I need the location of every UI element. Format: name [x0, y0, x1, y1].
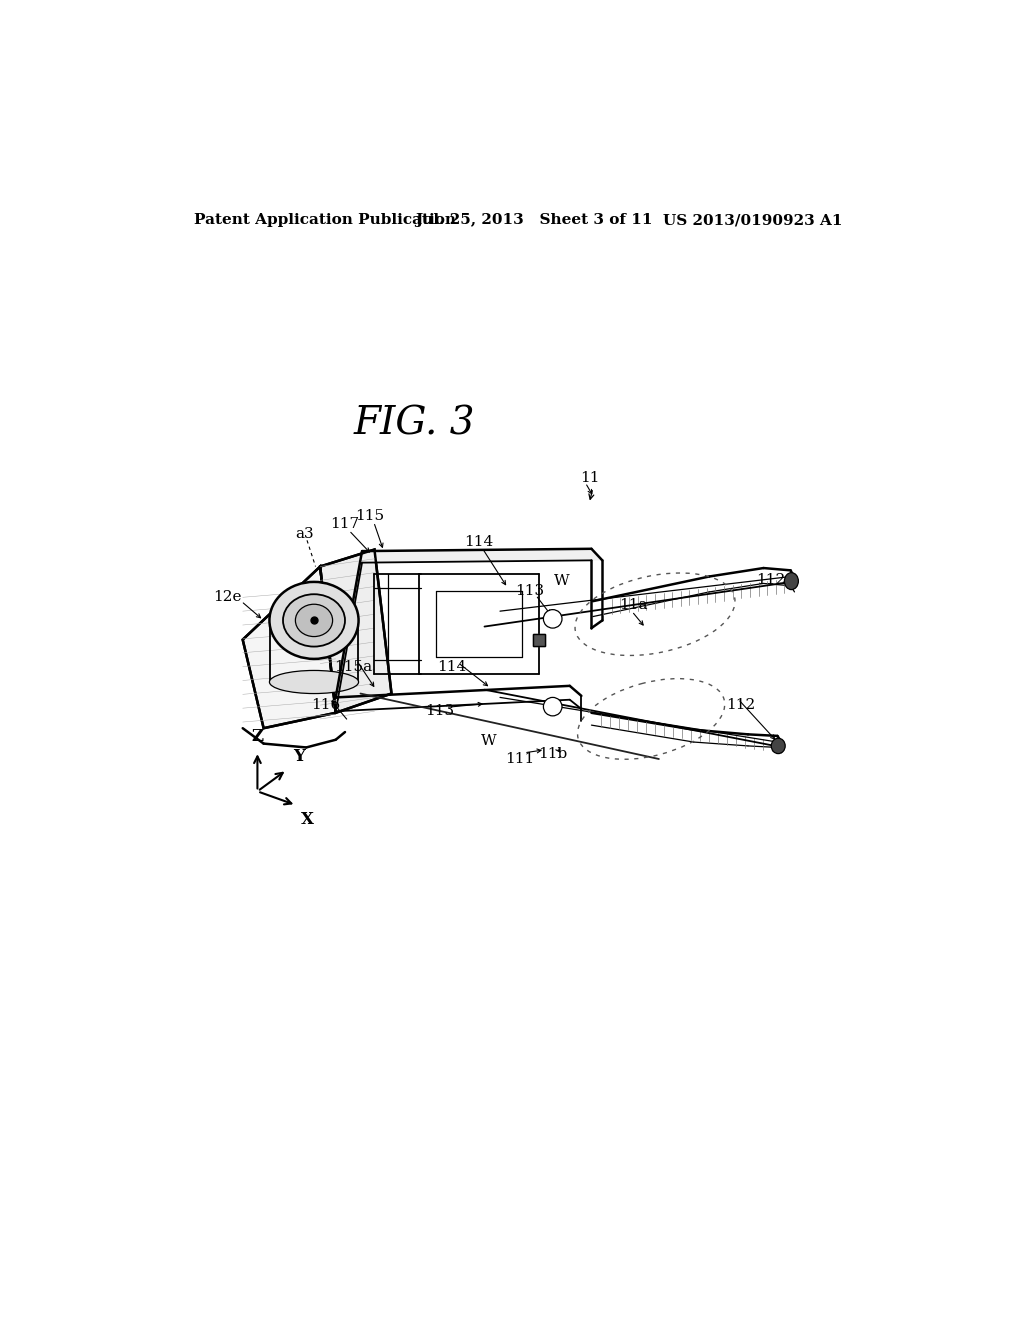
Text: 112: 112 — [726, 698, 755, 711]
Text: 115: 115 — [355, 508, 384, 523]
Ellipse shape — [771, 738, 785, 754]
Text: 111: 111 — [506, 752, 535, 766]
Text: US 2013/0190923 A1: US 2013/0190923 A1 — [663, 213, 843, 227]
Text: Jul. 25, 2013   Sheet 3 of 11: Jul. 25, 2013 Sheet 3 of 11 — [415, 213, 652, 227]
Ellipse shape — [269, 582, 358, 659]
Ellipse shape — [295, 605, 333, 636]
Ellipse shape — [283, 594, 345, 647]
Text: 117: 117 — [331, 517, 359, 531]
Text: X: X — [301, 812, 313, 829]
Ellipse shape — [784, 573, 799, 590]
Text: 113: 113 — [425, 705, 454, 718]
Text: 112: 112 — [757, 573, 785, 587]
Text: 114: 114 — [464, 535, 493, 549]
Text: 11a: 11a — [620, 598, 647, 612]
Circle shape — [544, 610, 562, 628]
Text: 11b: 11b — [538, 747, 567, 760]
Polygon shape — [362, 549, 602, 562]
Circle shape — [544, 697, 562, 715]
Text: Y: Y — [293, 748, 305, 766]
Text: Patent Application Publication: Patent Application Publication — [194, 213, 456, 227]
Ellipse shape — [269, 671, 358, 693]
Text: FIG. 3: FIG. 3 — [354, 405, 475, 442]
Text: 12e: 12e — [213, 590, 242, 605]
Text: 113: 113 — [515, 585, 544, 598]
Polygon shape — [321, 549, 391, 713]
Text: Z: Z — [251, 729, 263, 744]
Text: a3: a3 — [295, 527, 314, 541]
Text: W: W — [481, 734, 497, 748]
Polygon shape — [243, 566, 336, 729]
Text: 115a: 115a — [334, 660, 372, 673]
Text: 11: 11 — [581, 471, 600, 484]
Text: W: W — [554, 574, 569, 589]
Text: 116: 116 — [311, 698, 340, 711]
Text: 114: 114 — [437, 660, 467, 673]
